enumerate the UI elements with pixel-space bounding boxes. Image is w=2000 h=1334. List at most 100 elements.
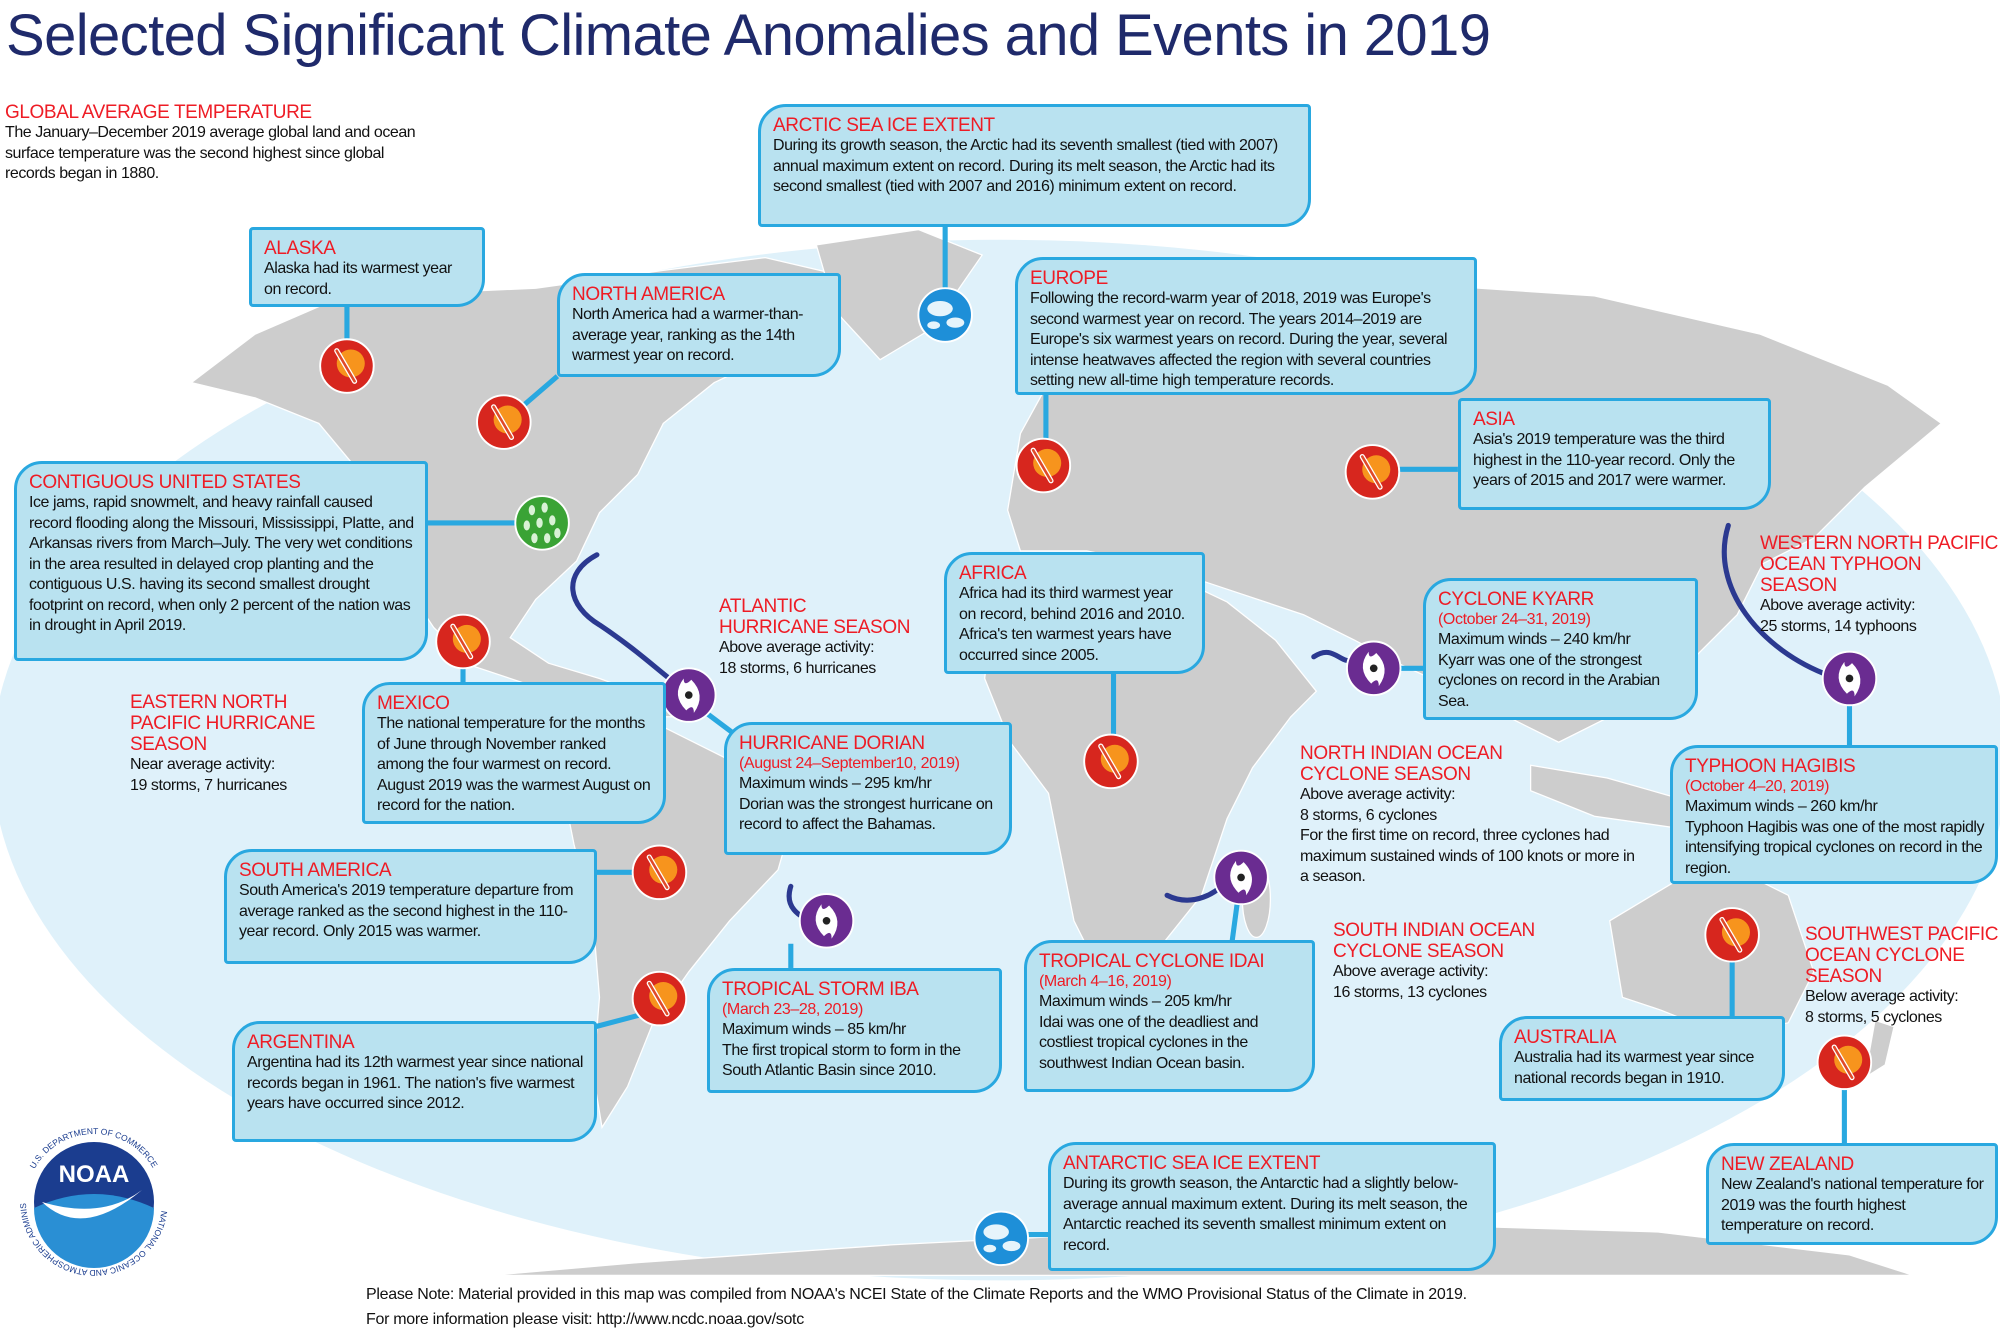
callout-contiguous-us: CONTIGUOUS UNITED STATES Ice jams, rapid…	[14, 461, 428, 661]
callout-europe: EUROPE Following the record-warm year of…	[1015, 257, 1477, 395]
idai-cyclone-icon[interactable]	[1213, 849, 1269, 906]
alaska-thermometer-sun-icon[interactable]	[319, 338, 375, 394]
wnp-counts: 25 storms, 14 typhoons	[1760, 617, 1917, 635]
iba-cyclone-icon[interactable]	[798, 893, 855, 949]
dorian-text: Dorian was the strongest hurricane on re…	[739, 795, 993, 834]
noaa-logo: NOAA NATIONAL OCEANIC AND ATMOSPHERIC AD…	[12, 1120, 172, 1280]
new-zealand-text: New Zealand's national temperature for 2…	[1721, 1176, 1984, 1234]
global-text: The January–December 2019 average global…	[5, 124, 416, 182]
nio-counts: 8 storms, 6 cyclones	[1300, 806, 1437, 824]
kyarr-text: Kyarr was one of the strongest cyclones …	[1438, 651, 1660, 710]
africa-heading: AFRICA	[959, 563, 1027, 584]
kyarr-winds: Maximum winds – 240 km/hr	[1438, 631, 1631, 648]
wnp-text: Above average activity:	[1760, 597, 1916, 614]
africa-thermometer-sun-icon[interactable]	[1083, 733, 1139, 790]
callout-australia: AUSTRALIA Australia had its warmest year…	[1499, 1016, 1785, 1101]
mexico-thermometer-sun-icon[interactable]	[435, 613, 491, 670]
sio-text: Above average activity:	[1333, 963, 1489, 980]
europe-thermometer-sun-icon[interactable]	[1015, 437, 1072, 494]
page-title: Selected Significant Climate Anomalies a…	[6, 3, 1491, 68]
western-north-pacific-season: WESTERN NORTH PACIFIC OCEAN TYPHOON SEAS…	[1760, 533, 2000, 637]
callout-cyclone-kyarr: CYCLONE KYARR (October 24–31, 2019) Maxi…	[1423, 578, 1698, 720]
sio-counts: 16 storms, 13 cyclones	[1333, 983, 1487, 1001]
kyarr-dates: (October 24–31, 2019)	[1438, 611, 1591, 628]
idai-text: Idai was one of the deadliest and costli…	[1039, 1013, 1259, 1072]
iba-heading: TROPICAL STORM IBA	[722, 979, 919, 1000]
callout-tropical-storm-iba: TROPICAL STORM IBA (March 23–28, 2019) M…	[707, 968, 1002, 1093]
connector-idai	[1229, 902, 1240, 942]
nio-detail: For the first time on record, three cycl…	[1300, 827, 1635, 885]
callout-argentina: ARGENTINA Argentina had its 12th warmest…	[232, 1021, 597, 1142]
hagibis-cyclone-icon[interactable]	[1821, 650, 1878, 707]
dorian-dates: (August 24–September10, 2019)	[739, 755, 960, 772]
noaa-wordmark: NOAA	[59, 1161, 130, 1188]
alaska-text: Alaska had its warmest year on record.	[264, 260, 452, 298]
eastern-north-pacific-season: EASTERN NORTH PACIFIC HURRICANE SEASON N…	[130, 692, 360, 796]
asia-heading: ASIA	[1473, 409, 1515, 430]
footnote-line-1: Please Note: Material provided in this m…	[366, 1286, 1467, 1303]
mexico-heading: MEXICO	[377, 693, 450, 714]
idai-winds: Maximum winds – 205 km/hr	[1039, 993, 1232, 1010]
north-america-thermometer-sun-icon[interactable]	[476, 394, 532, 450]
iba-text: The first tropical storm to form in the …	[722, 1041, 961, 1080]
global-temperature-note: GLOBAL AVERAGE TEMPERATURE The January–D…	[5, 102, 435, 185]
south-america-thermometer-sun-icon[interactable]	[631, 844, 688, 901]
europe-text: Following the record-warm year of 2018, …	[1030, 290, 1448, 389]
kyarr-cyclone-icon[interactable]	[1345, 640, 1402, 697]
typhoon-hagibis-track	[1721, 522, 1833, 679]
atlantic-text: Above average activity:	[719, 639, 875, 656]
enp-heading: EASTERN NORTH PACIFIC HURRICANE SEASON	[130, 692, 315, 755]
footnote-line-2[interactable]: For more information please visit: http:…	[366, 1311, 804, 1328]
southwest-pacific-season: SOUTHWEST PACIFIC OCEAN CYCLONE SEASON B…	[1805, 924, 2000, 1028]
us-text: Ice jams, rapid snowmelt, and heavy rain…	[29, 494, 414, 634]
antarctic-heading: ANTARCTIC SEA ICE EXTENT	[1063, 1153, 1321, 1174]
australia-thermometer-sun-icon[interactable]	[1704, 907, 1760, 963]
north-america-text: North America had a warmer-than-average …	[572, 306, 804, 364]
hagibis-winds: Maximum winds – 260 km/hr	[1685, 798, 1878, 815]
antarctic-text: During its growth season, the Antarctic …	[1063, 1175, 1468, 1254]
asia-thermometer-sun-icon[interactable]	[1344, 444, 1401, 500]
callout-asia: ASIA Asia's 2019 temperature was the thi…	[1458, 398, 1771, 510]
connector-argentina	[595, 1011, 645, 1030]
sio-heading: SOUTH INDIAN OCEAN CYCLONE SEASON	[1333, 920, 1535, 962]
connector-north-america	[518, 374, 560, 411]
connector-dorian	[706, 712, 735, 736]
south-indian-ocean-season: SOUTH INDIAN OCEAN CYCLONE SEASON Above …	[1333, 920, 1563, 1003]
callout-south-america: SOUTH AMERICA South America's 2019 tempe…	[224, 849, 597, 964]
callout-mexico: MEXICO The national temperature for the …	[362, 682, 666, 824]
dorian-heading: HURRICANE DORIAN	[739, 733, 925, 754]
iba-dates: (March 23–28, 2019)	[722, 1001, 863, 1018]
nio-text: Above average activity:	[1300, 786, 1456, 803]
antarctic-sea-ice-icon[interactable]	[973, 1210, 1030, 1267]
arctic-sea-ice-icon[interactable]	[917, 287, 973, 343]
asia-text: Asia's 2019 temperature was the third hi…	[1473, 431, 1735, 489]
callout-africa: AFRICA Africa had its third warmest year…	[944, 552, 1205, 674]
global-heading: GLOBAL AVERAGE TEMPERATURE	[5, 102, 312, 123]
hagibis-text: Typhoon Hagibis was one of the most rapi…	[1685, 818, 1985, 877]
hagibis-heading: TYPHOON HAGIBIS	[1685, 756, 1856, 777]
atlantic-hurricane-season: ATLANTIC HURRICANE SEASON Above average …	[719, 596, 919, 679]
callout-north-america: NORTH AMERICA North America had a warmer…	[557, 273, 841, 377]
kyarr-heading: CYCLONE KYARR	[1438, 589, 1594, 610]
dorian-cyclone-icon[interactable]	[661, 667, 717, 723]
new-zealand-thermometer-sun-icon[interactable]	[1816, 1034, 1873, 1091]
nio-heading: NORTH INDIAN OCEAN CYCLONE SEASON	[1300, 743, 1503, 785]
argentina-thermometer-sun-icon[interactable]	[631, 970, 688, 1027]
contiguous-us-raindrops-icon[interactable]	[514, 495, 570, 551]
europe-heading: EUROPE	[1030, 268, 1108, 289]
callout-cyclone-idai: TROPICAL CYCLONE IDAI (March 4–16, 2019)…	[1024, 940, 1315, 1092]
callout-alaska: ALASKA Alaska had its warmest year on re…	[249, 227, 485, 307]
idai-dates: (March 4–16, 2019)	[1039, 973, 1172, 990]
arctic-heading: ARCTIC SEA ICE EXTENT	[773, 115, 995, 136]
australia-text: Australia had its warmest year since nat…	[1514, 1049, 1754, 1087]
callout-typhoon-hagibis: TYPHOON HAGIBIS (October 4–20, 2019) Max…	[1670, 745, 1998, 884]
callout-arctic-sea-ice: ARCTIC SEA ICE EXTENT During its growth …	[758, 104, 1311, 227]
enp-text: Near average activity:	[130, 756, 275, 773]
australia-heading: AUSTRALIA	[1514, 1027, 1616, 1048]
hagibis-dates: (October 4–20, 2019)	[1685, 778, 1830, 795]
us-heading: CONTIGUOUS UNITED STATES	[29, 472, 301, 493]
dorian-winds: Maximum winds – 295 km/hr	[739, 775, 932, 792]
callout-antarctic-sea-ice: ANTARCTIC SEA ICE EXTENT During its grow…	[1048, 1142, 1496, 1271]
south-america-heading: SOUTH AMERICA	[239, 860, 392, 881]
south-america-text: South America's 2019 temperature departu…	[239, 882, 574, 940]
